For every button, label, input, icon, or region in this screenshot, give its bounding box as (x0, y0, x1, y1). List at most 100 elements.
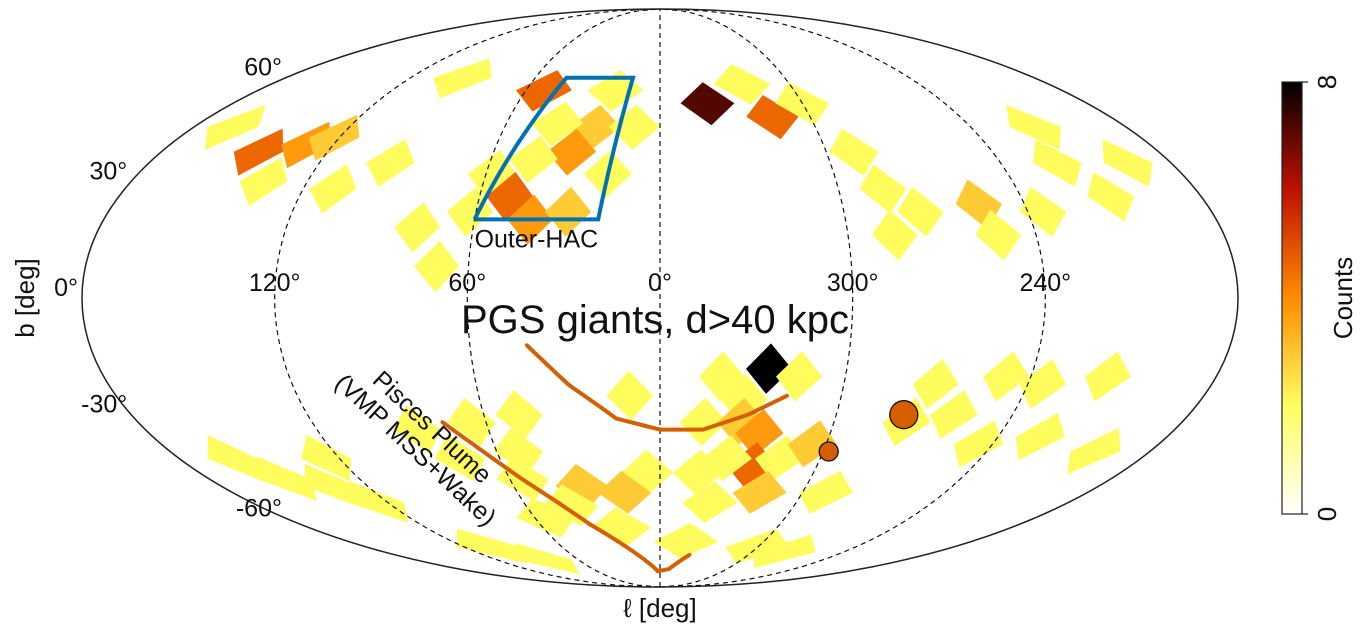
heatmap-cell (544, 186, 592, 237)
heatmap-cell (1033, 139, 1082, 187)
lon-tick-label: 240° (1019, 269, 1071, 297)
heatmap-cell (1102, 139, 1153, 187)
lon-tick-label: 60° (448, 269, 486, 297)
heatmap-cell (1015, 412, 1065, 461)
heatmap-cell (233, 128, 283, 176)
heatmap-cell (301, 435, 352, 482)
heatmap-cell (653, 522, 719, 559)
heatmap-cell (1067, 427, 1121, 475)
heatmap-cell (456, 528, 527, 564)
heatmap-cell (207, 435, 263, 482)
heatmap-cell (799, 470, 853, 514)
heatmap-cell (872, 209, 918, 261)
pisces-plume-track (525, 343, 789, 432)
colorbar-tick-label-min: 0 (1312, 507, 1342, 521)
y-axis-label: b [deg] (10, 258, 40, 338)
heatmap-cell (1006, 104, 1061, 150)
overlays (440, 75, 919, 574)
heatmap-cell (698, 351, 745, 402)
heatmap-cell (434, 435, 485, 482)
lon-tick-label: 0° (648, 269, 672, 297)
lat-tick-label: 60° (244, 54, 282, 82)
heatmap-cell (309, 164, 357, 214)
heatmap-cell (608, 104, 660, 150)
lon-tick-label: 120° (249, 269, 301, 297)
heatmap-cell (555, 463, 609, 508)
heatmap-cell (587, 70, 644, 112)
outer-hac-region-outline (472, 75, 636, 222)
heatmap-cell (304, 463, 362, 508)
heatmap-cell (983, 351, 1030, 402)
heatmap-cell (897, 186, 944, 237)
heatmap-cell (597, 470, 652, 514)
heatmap-cell (309, 114, 360, 161)
heatmap-cell (414, 240, 460, 293)
heatmap-cell (493, 427, 544, 475)
heatmap-cell (1019, 359, 1067, 410)
lat-tick-label: -60° (236, 494, 282, 522)
heatmap-cell (829, 128, 879, 176)
heatmap-cell (754, 534, 816, 568)
heatmap-cell (746, 95, 799, 140)
heatmap-cell (590, 507, 651, 546)
small-circle-marker (818, 441, 839, 462)
heatmap-cell (975, 209, 1022, 261)
large-circle-marker (889, 400, 919, 430)
heatmap-cell (531, 101, 584, 147)
heatmap-cell (495, 390, 543, 439)
heatmap-cell (776, 351, 823, 402)
sky-boundary (81, 8, 1239, 588)
graticule-meridian (274, 8, 661, 588)
graticule (274, 8, 1238, 588)
heatmap-cell (486, 171, 534, 222)
colorbar-label: Counts (1328, 257, 1358, 339)
outer-hac-label: Outer-HAC (475, 225, 599, 253)
heatmap-cell (205, 104, 266, 150)
heatmap-cell (672, 449, 725, 495)
heatmap-cell (508, 135, 558, 184)
colorbar (1281, 81, 1303, 515)
heatmap-cell (1019, 186, 1067, 237)
heatmap-cell (542, 484, 599, 526)
lat-tick-label: 0° (54, 274, 78, 302)
heatmap-cell (930, 390, 978, 439)
heatmap-cell (732, 470, 787, 514)
heatmap-cell (394, 202, 441, 253)
heatmap-cell (606, 370, 654, 421)
heatmap-cell (366, 139, 415, 187)
heatmap-cell (746, 343, 792, 394)
pisces-plume-track (440, 420, 692, 574)
lat-tick-label: -30° (81, 391, 127, 419)
heatmap-cell (912, 359, 959, 410)
heatmap-cell (516, 70, 572, 112)
heatmap-cell (392, 405, 442, 454)
heatmap-cell (239, 157, 288, 206)
heatmap-cell (787, 420, 837, 468)
heatmap-cell (680, 82, 735, 126)
heatmap-cell (433, 58, 492, 99)
heatmap-cell (682, 481, 738, 523)
heatmap-cell (1085, 351, 1132, 402)
heatmap-cell (679, 397, 728, 447)
heatmap-cell (516, 497, 575, 538)
heatmap-cell (446, 186, 494, 237)
x-axis-label: ℓ [deg] (623, 593, 696, 623)
heatmap-cell (257, 456, 318, 501)
heatmap-cell (859, 164, 907, 214)
chart-title: PGS giants, d>40 kpc (461, 298, 849, 342)
heatmap-cell (953, 420, 1004, 468)
graticule-meridian (466, 8, 661, 588)
heatmap-cell (717, 397, 766, 447)
heatmap-cell (515, 543, 580, 575)
heatmap-cell (725, 528, 791, 564)
colorbar-tick-label-max: 8 (1312, 75, 1342, 89)
heatmap-cell (1087, 171, 1135, 222)
graticule-meridian (659, 8, 854, 588)
heatmap-cell (447, 397, 496, 447)
graticule-meridian (659, 8, 1046, 588)
lat-tick-label: 30° (89, 157, 127, 185)
heatmap-cell (735, 409, 784, 457)
heatmap-cell (713, 64, 771, 105)
heatmap-cell (348, 481, 408, 523)
